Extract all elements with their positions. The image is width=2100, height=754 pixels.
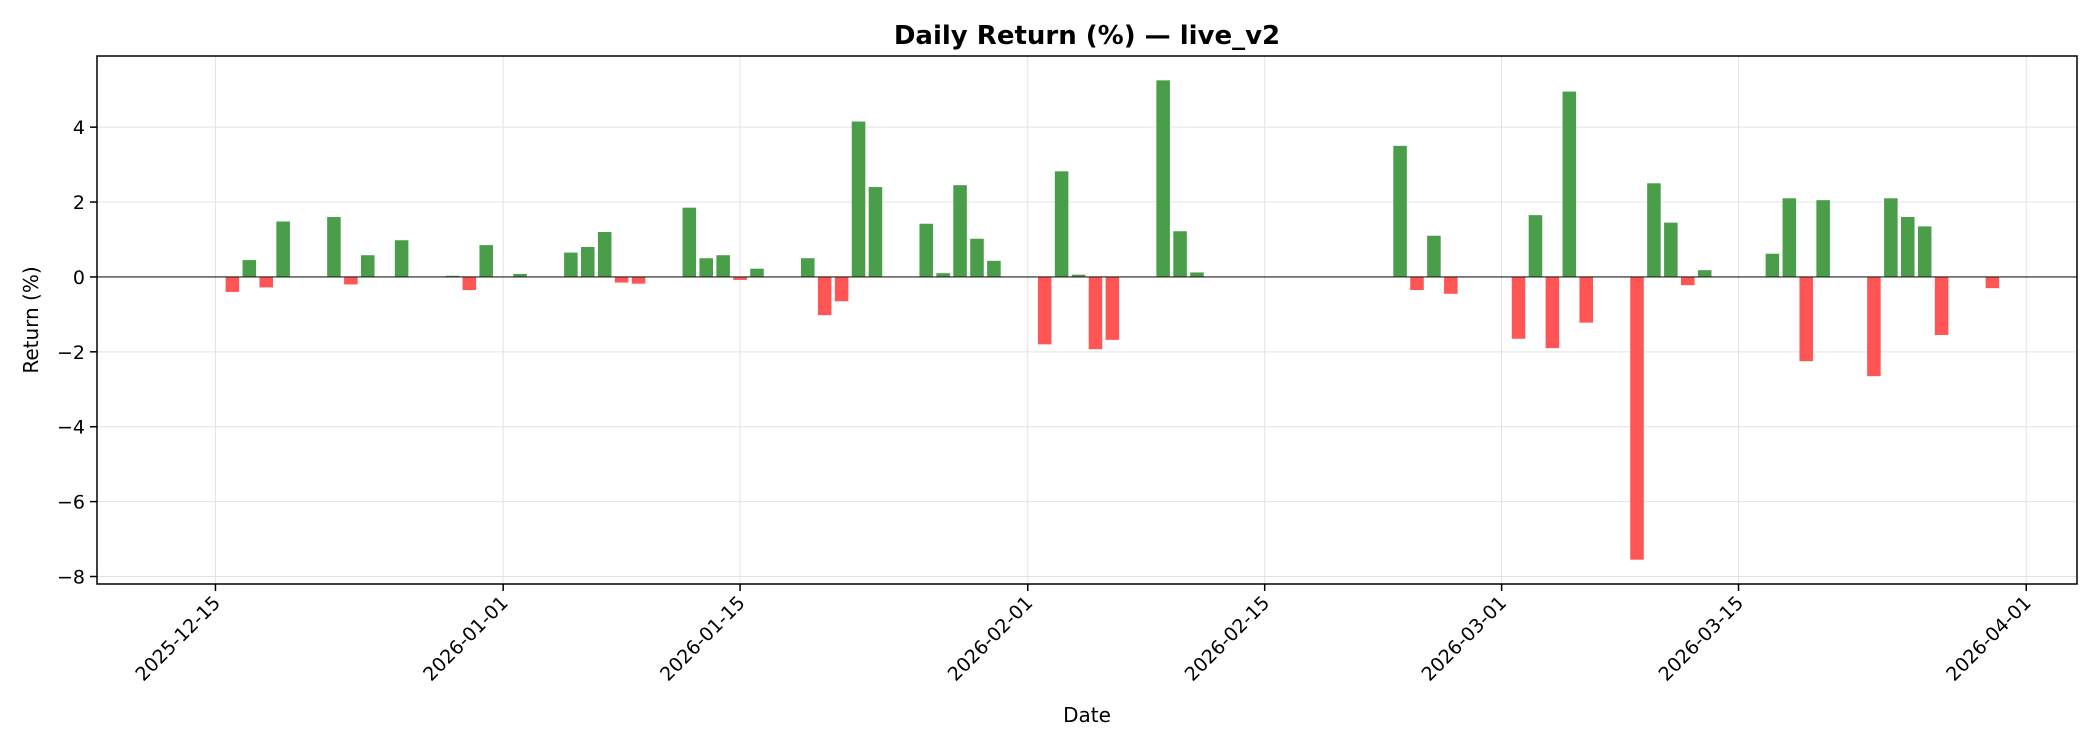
bar (1867, 276, 1881, 377)
bar (1105, 276, 1120, 340)
bar (834, 276, 849, 302)
bar (682, 207, 697, 277)
y-tick-label: −6 (57, 492, 85, 514)
bar (1156, 80, 1170, 277)
y-tick-label: −2 (57, 342, 85, 364)
bar (1511, 276, 1526, 339)
bar (1697, 270, 1712, 277)
bar (1173, 231, 1187, 277)
bar (750, 268, 764, 277)
bar (1901, 217, 1915, 277)
bar (462, 276, 477, 291)
bar (1799, 276, 1813, 362)
bar (970, 238, 984, 277)
bar (1630, 276, 1644, 560)
y-tick-label: −4 (57, 417, 85, 439)
bar-layer (225, 80, 2000, 560)
bar (1934, 276, 1949, 335)
bar (1071, 274, 1086, 277)
bar (276, 221, 290, 277)
bar (868, 187, 883, 277)
y-axis-label: Return (%) (19, 266, 43, 373)
bar (1782, 198, 1797, 277)
bar (1088, 276, 1103, 350)
bar (1545, 276, 1560, 349)
bar (564, 252, 578, 277)
bar (1444, 276, 1458, 294)
bar (259, 276, 273, 288)
bar (1528, 215, 1543, 277)
bar (1427, 235, 1441, 277)
bar (631, 276, 646, 284)
bar (394, 240, 409, 277)
bar (1054, 171, 1069, 277)
bar (581, 246, 595, 277)
bar (327, 217, 341, 277)
y-tick-label: −8 (57, 567, 85, 589)
bar (987, 260, 1001, 277)
bar (801, 258, 815, 277)
bar (1410, 276, 1424, 291)
chart-title: Daily Return (%) — live_v2 (894, 21, 1280, 51)
bar (225, 276, 240, 292)
plot-frame (96, 55, 2078, 585)
bar (953, 185, 967, 277)
y-tick-label: 4 (73, 117, 85, 139)
bar (479, 245, 493, 277)
bar (1664, 222, 1678, 277)
bar (614, 276, 629, 283)
bar (344, 276, 358, 285)
y-tick-label: 0 (73, 267, 85, 289)
bar (936, 273, 950, 277)
bar (1985, 276, 2000, 289)
bar (699, 258, 713, 277)
bar (733, 276, 747, 280)
bar (1562, 91, 1577, 277)
bar (1579, 276, 1593, 323)
x-axis-label: Date (1063, 703, 1111, 727)
bar (513, 273, 527, 277)
bar (817, 276, 832, 316)
bar (1037, 276, 1052, 345)
bar (1647, 183, 1661, 277)
bar (1393, 145, 1407, 277)
bar (1681, 276, 1695, 286)
bar (1884, 198, 1898, 277)
bar (851, 121, 866, 277)
y-tick-label: 2 (73, 192, 85, 214)
bar (1917, 226, 1932, 277)
bar (597, 232, 612, 277)
bar (919, 223, 933, 277)
bar (716, 255, 730, 277)
bar (242, 260, 257, 277)
bar (1816, 200, 1830, 277)
bar (1765, 253, 1780, 277)
bar (1190, 272, 1204, 277)
bar (361, 255, 375, 277)
